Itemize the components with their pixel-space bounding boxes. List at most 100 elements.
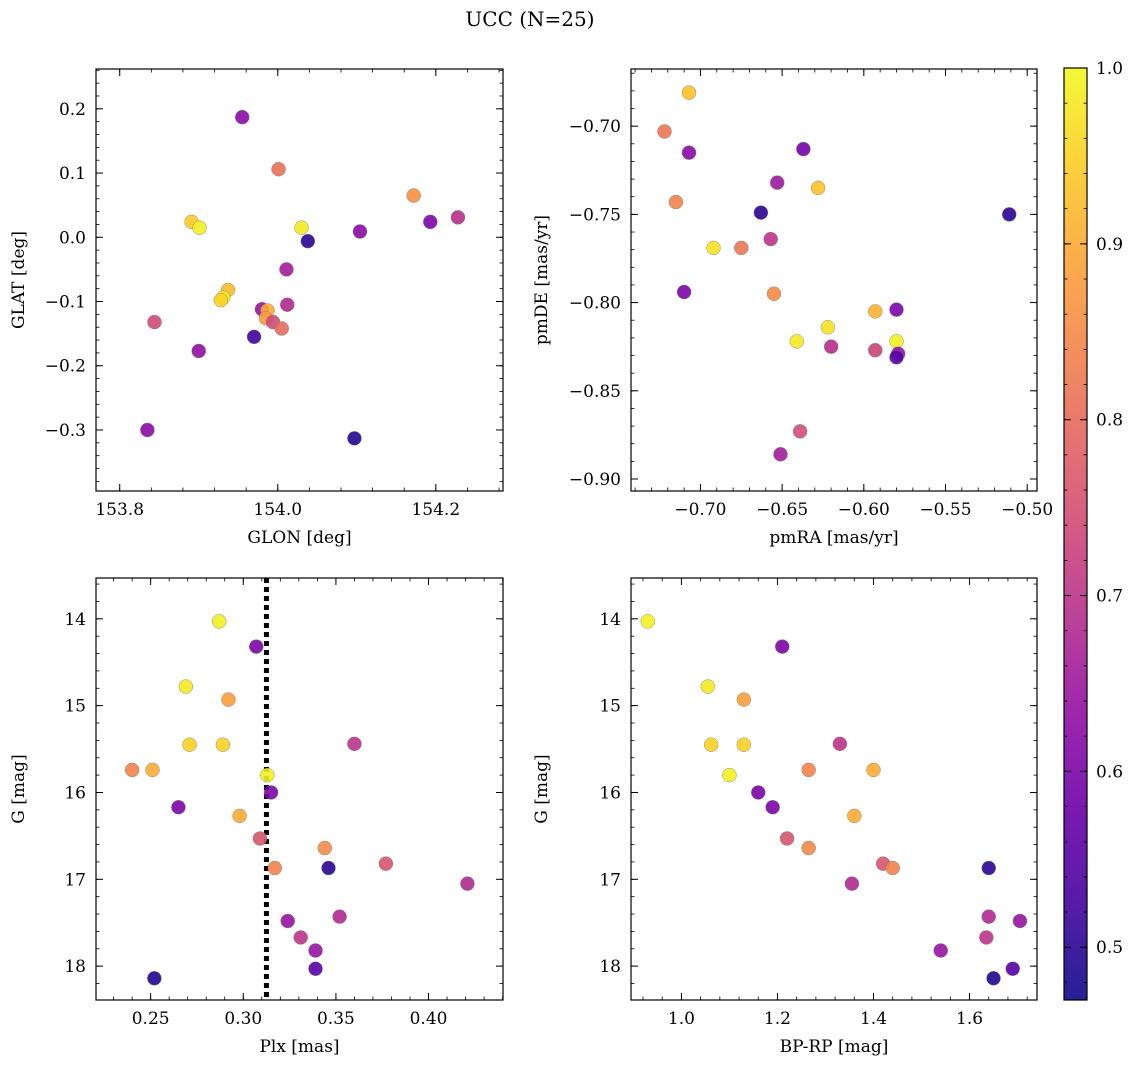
x-tick-label: 0.25 bbox=[132, 1009, 170, 1029]
data-point bbox=[347, 736, 362, 752]
data-point bbox=[460, 876, 475, 891]
data-point bbox=[820, 320, 836, 335]
data-point bbox=[866, 762, 881, 778]
data-point bbox=[657, 124, 672, 139]
data-point bbox=[773, 447, 788, 462]
y-tick-label: 16 bbox=[64, 783, 86, 803]
data-point bbox=[933, 943, 948, 958]
data-point bbox=[823, 339, 839, 354]
y-tick-label: 0.1 bbox=[59, 164, 86, 184]
y-axis-label: G [mag] bbox=[532, 754, 552, 823]
data-point bbox=[700, 679, 716, 694]
x-axis-label: GLON [deg] bbox=[247, 528, 351, 548]
data-point bbox=[294, 220, 309, 235]
y-tick-label: 0.2 bbox=[59, 100, 86, 120]
panel-2: −0.70 −0.65 −0.60 −0.55 −0.50 −0.90 −0.85 −0.80… bbox=[532, 68, 1053, 548]
data-point bbox=[406, 188, 421, 203]
data-point bbox=[734, 240, 749, 256]
y-tick-label: −0.2 bbox=[45, 357, 86, 377]
data-point bbox=[801, 762, 816, 778]
data-point bbox=[293, 930, 308, 945]
data-point bbox=[868, 304, 883, 319]
data-point bbox=[321, 860, 336, 876]
data-point bbox=[1002, 207, 1017, 222]
data-point bbox=[885, 860, 900, 876]
data-point bbox=[124, 762, 140, 778]
data-point bbox=[182, 737, 197, 752]
data-point bbox=[171, 800, 186, 815]
axes-frame bbox=[95, 577, 504, 1001]
colorbar-gradient bbox=[1063, 67, 1088, 1001]
data-point bbox=[832, 736, 848, 752]
data-point bbox=[317, 840, 332, 856]
data-point bbox=[308, 961, 323, 976]
y-tick-label: −0.1 bbox=[45, 293, 86, 313]
y-tick-label: 17 bbox=[64, 870, 86, 890]
data-point bbox=[280, 297, 295, 312]
panel-4: 1.0 1.2 1.4 1.6 14 15 16 17 18 BP-RP [mag] G [mag] bbox=[532, 577, 1038, 1057]
data-point bbox=[770, 175, 785, 190]
x-tick-label: 0.35 bbox=[317, 1009, 355, 1029]
data-point bbox=[280, 913, 295, 929]
colorbar: 0.5 0.6 0.7 0.8 0.9 1.0 bbox=[1063, 59, 1123, 1001]
data-point bbox=[706, 240, 721, 256]
data-point bbox=[221, 692, 236, 707]
panel-3: 0.25 0.30 0.35 0.40 14 15 16 17 18 Plx [mas] G [ma… bbox=[9, 577, 504, 1057]
data-point bbox=[703, 737, 719, 752]
data-point bbox=[263, 785, 279, 800]
data-point bbox=[267, 860, 282, 876]
data-point bbox=[736, 692, 752, 707]
x-tick-label: −0.60 bbox=[838, 500, 890, 520]
data-point bbox=[640, 614, 656, 629]
data-point bbox=[1005, 961, 1020, 976]
data-point bbox=[868, 343, 883, 358]
data-point bbox=[211, 614, 227, 629]
y-tick-label: 17 bbox=[599, 870, 621, 890]
data-point bbox=[986, 971, 1001, 986]
x-tick-label: 0.30 bbox=[224, 1009, 262, 1029]
x-tick-label: −0.65 bbox=[756, 500, 808, 520]
data-point bbox=[889, 350, 904, 365]
colorbar-tick-label: 0.8 bbox=[1096, 411, 1123, 431]
data-point bbox=[378, 856, 394, 871]
y-tick-label: −0.80 bbox=[569, 294, 621, 314]
x-tick-label: 153.8 bbox=[95, 500, 144, 520]
x-tick-label: −0.50 bbox=[1001, 500, 1053, 520]
colorbar-tick-label: 0.7 bbox=[1096, 587, 1123, 607]
data-point bbox=[763, 231, 778, 247]
x-tick-label: 154.0 bbox=[253, 500, 302, 520]
data-point bbox=[681, 145, 697, 160]
y-axis-label: G [mag] bbox=[9, 754, 29, 823]
data-point bbox=[979, 930, 994, 945]
data-point bbox=[844, 876, 860, 891]
x-tick-label: 1.4 bbox=[860, 1009, 887, 1029]
data-point bbox=[766, 286, 782, 301]
x-tick-label: 1.2 bbox=[764, 1009, 791, 1029]
data-point bbox=[140, 422, 155, 438]
y-tick-label: −0.3 bbox=[45, 421, 86, 441]
colorbar-tick-label: 1.0 bbox=[1096, 59, 1123, 79]
data-point bbox=[810, 180, 826, 196]
data-point bbox=[147, 314, 162, 330]
data-point bbox=[274, 321, 289, 336]
data-point bbox=[779, 831, 795, 846]
data-point bbox=[801, 840, 816, 856]
x-axis-label: BP-RP [mag] bbox=[780, 1037, 889, 1057]
data-point bbox=[792, 424, 808, 439]
data-point bbox=[722, 767, 737, 783]
y-tick-label: 18 bbox=[64, 957, 86, 977]
y-tick-label: 16 bbox=[599, 783, 621, 803]
data-point bbox=[279, 262, 294, 277]
x-tick-label: −0.55 bbox=[919, 500, 971, 520]
data-point bbox=[192, 220, 207, 235]
x-tick-label: 0.40 bbox=[410, 1009, 448, 1029]
y-tick-label: −0.70 bbox=[569, 117, 621, 137]
data-point bbox=[191, 343, 206, 359]
data-point bbox=[751, 785, 766, 800]
y-axis-label: GLAT [deg] bbox=[9, 231, 29, 329]
data-point bbox=[676, 284, 692, 300]
data-point bbox=[249, 639, 264, 654]
colorbar-tick-label: 0.5 bbox=[1096, 938, 1123, 958]
x-axis-label: pmRA [mas/yr] bbox=[769, 528, 898, 548]
